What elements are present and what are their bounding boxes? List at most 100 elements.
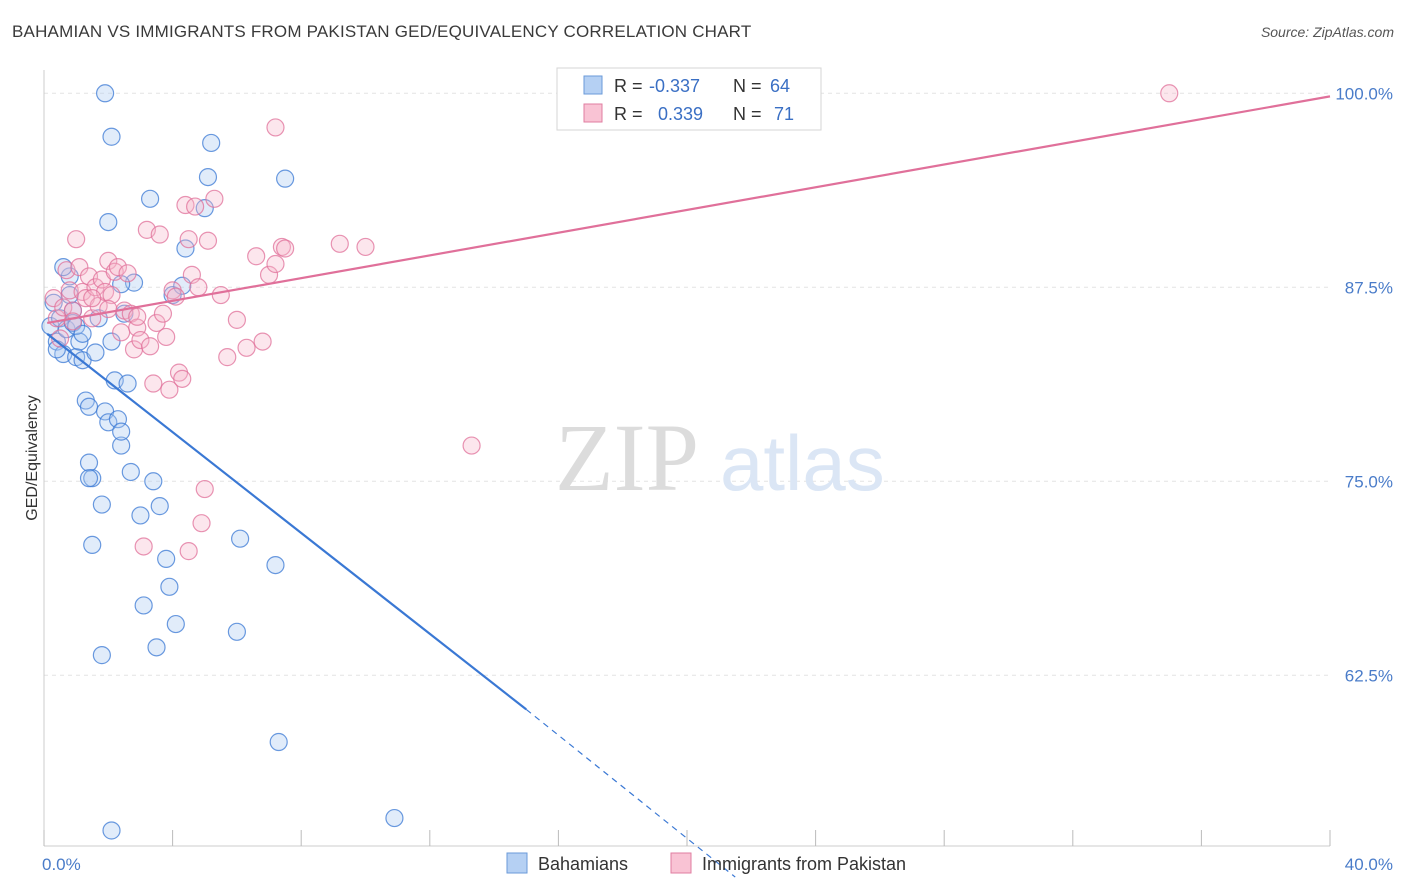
bahamian-point	[102, 332, 121, 351]
series-bahamians	[41, 84, 404, 840]
pakistan-point	[153, 304, 173, 323]
pakistan-point	[173, 369, 192, 388]
bahamian-point	[95, 84, 115, 103]
pakistan-point	[150, 225, 169, 244]
trend-lines	[46, 95, 1331, 878]
legend-top: R = -0.337 N = 64 R = 0.339 N = 71	[556, 67, 822, 131]
bahamian-point	[140, 189, 160, 208]
y-tick-label: 62.5%	[1345, 666, 1393, 685]
pakistan-point	[118, 264, 137, 283]
bahamian-point	[269, 732, 288, 752]
bahamian-point	[112, 422, 131, 441]
legend-r-value-2: 0.339	[658, 104, 703, 124]
pakistan-point	[227, 310, 246, 329]
legend-bottom: Bahamians Immigrants from Pakistan	[506, 852, 906, 874]
pakistan-point	[140, 337, 160, 356]
pakistan-point	[198, 231, 218, 250]
pakistan-point	[157, 327, 176, 347]
bahamian-point	[150, 497, 169, 516]
pakistan-point	[70, 258, 89, 277]
pakistan-point	[266, 254, 285, 274]
bahamian-point	[276, 169, 295, 188]
bahamian-point	[134, 596, 153, 615]
y-tick-label: 75.0%	[1345, 472, 1393, 491]
bahamian-point	[131, 506, 150, 525]
x-tick-marks	[43, 830, 1331, 846]
y-axis-label: GED/Equivalency	[24, 395, 41, 520]
legend-n-label-2: N =	[733, 104, 762, 124]
legend-n-label-1: N =	[733, 76, 762, 96]
pakistan-point	[99, 299, 118, 319]
trend-line-bahamians-extension	[525, 708, 736, 878]
bottom-legend-pakistan: Immigrants from Pakistan	[702, 854, 906, 874]
legend-r-label-2: R =	[614, 104, 643, 124]
pakistan-point	[237, 338, 256, 357]
source-label: Source: ZipAtlas.com	[1260, 24, 1394, 40]
y-tick-labels: 62.5% 75.0% 87.5% 100.0%	[1335, 84, 1393, 685]
pakistan-point	[218, 348, 237, 367]
bahamian-point	[92, 495, 111, 514]
pakistan-point	[330, 234, 349, 253]
watermark-zip: ZIP	[555, 404, 699, 511]
watermark-atlas: atlas	[720, 419, 885, 507]
pakistan-point	[195, 479, 214, 499]
pakistan-point	[1160, 84, 1179, 103]
pakistan-point	[247, 247, 266, 266]
bahamian-point	[79, 453, 99, 472]
bahamian-point	[99, 212, 118, 232]
bahamian-point	[73, 324, 92, 343]
pakistan-point	[276, 239, 295, 258]
pakistan-point	[128, 307, 147, 326]
x-tick-labels: 0.0% 40.0%	[42, 855, 1393, 874]
y-tick-label: 100.0%	[1335, 84, 1393, 103]
pakistan-point	[134, 537, 153, 556]
pakistan-point	[356, 237, 375, 257]
bahamian-point	[102, 127, 121, 146]
bahamian-point	[92, 646, 111, 665]
bahamian-point	[166, 614, 185, 634]
chart-title: BAHAMIAN VS IMMIGRANTS FROM PAKISTAN GED…	[12, 22, 752, 41]
pakistan-point	[179, 542, 198, 561]
pakistan-point	[179, 230, 198, 249]
pakistan-point	[102, 285, 121, 305]
bahamian-point	[44, 293, 63, 312]
bahamian-point	[99, 413, 118, 432]
pakistan-point	[192, 514, 211, 533]
bottom-legend-swatch-bahamians	[506, 852, 528, 874]
pakistan-point	[211, 285, 230, 305]
trend-line-bahamians	[46, 332, 527, 711]
bahamian-point	[102, 821, 121, 840]
pakistan-point	[147, 313, 166, 333]
bahamian-point	[266, 555, 285, 575]
pakistan-point	[112, 323, 131, 342]
bahamian-point	[112, 436, 131, 455]
legend-r-label-1: R =	[614, 76, 643, 96]
pakistan-point	[186, 197, 205, 216]
series-pakistan	[44, 84, 1179, 561]
bahamian-point	[202, 133, 221, 153]
pakistan-point	[253, 332, 272, 351]
bahamian-point	[227, 622, 246, 641]
bahamian-point	[79, 469, 99, 488]
bahamian-point	[54, 258, 73, 277]
legend-n-value-2: 71	[774, 104, 794, 124]
gridlines	[44, 92, 1330, 676]
bahamian-point	[198, 167, 218, 187]
legend-n-value-1: 64	[770, 76, 790, 96]
bahamian-point	[231, 529, 250, 548]
pakistan-point	[462, 436, 481, 455]
bahamian-point	[157, 549, 176, 568]
x-tick-label: 0.0%	[42, 855, 81, 874]
bahamian-point	[385, 808, 404, 828]
pakistan-point	[83, 289, 102, 308]
bottom-legend-bahamians: Bahamians	[538, 854, 628, 874]
pakistan-point	[108, 258, 128, 277]
pakistan-point	[166, 287, 185, 306]
bahamian-point	[160, 577, 179, 596]
y-tick-label: 87.5%	[1345, 278, 1393, 297]
pakistan-point	[131, 330, 150, 350]
bahamian-point	[147, 638, 166, 657]
bahamian-point	[118, 374, 137, 393]
legend-r-value-1: -0.337	[649, 76, 700, 96]
